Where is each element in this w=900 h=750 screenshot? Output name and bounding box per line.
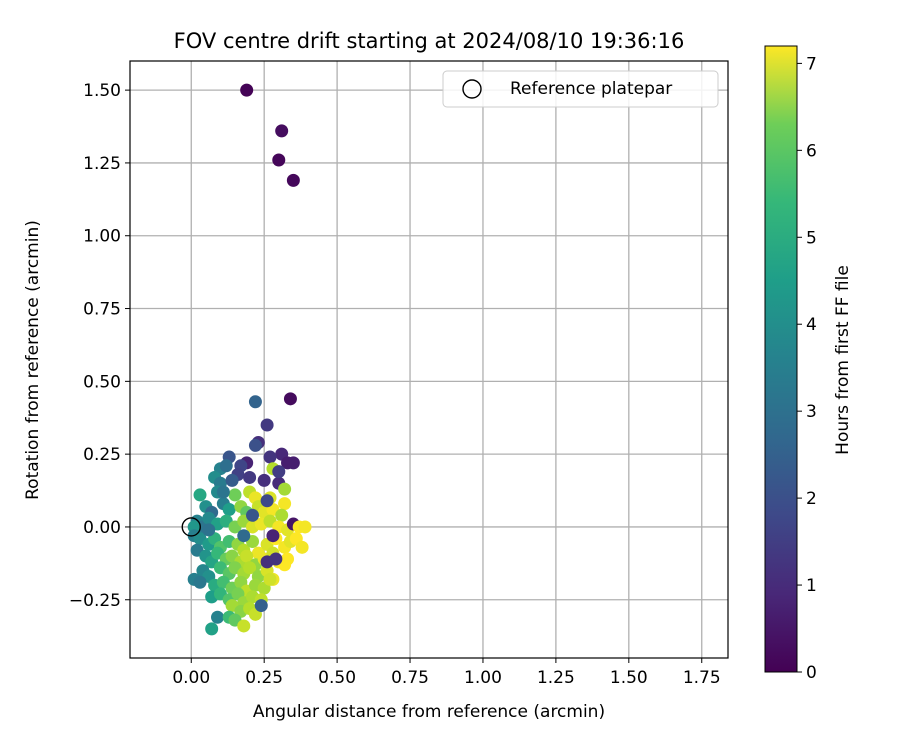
data-point — [225, 473, 239, 487]
data-point — [243, 561, 257, 575]
data-point — [272, 153, 286, 167]
data-point — [269, 552, 283, 566]
data-point — [202, 523, 216, 537]
x-axis-ticks: 0.00 0.25 0.50 0.75 1.00 1.25 1.50 1.75 — [172, 658, 721, 688]
legend-marker-icon — [462, 79, 482, 99]
data-point — [260, 494, 274, 508]
colorbar-tick-label: 4 — [806, 315, 817, 335]
colorbar: 0 1 2 3 4 5 6 7 Hours from first FF file — [764, 45, 853, 683]
x-tick-label: 1.50 — [610, 668, 648, 688]
y-axis-ticks: −0.25 0.00 0.25 0.50 0.75 1.00 1.25 1.50 — [69, 81, 130, 611]
x-tick-label: 0.25 — [245, 668, 283, 688]
legend-box — [442, 70, 719, 108]
colorbar-tick-label: 6 — [806, 141, 817, 161]
y-tick-label: 0.00 — [83, 518, 121, 538]
x-axis-label: Angular distance from reference (arcmin) — [253, 702, 605, 722]
y-tick-label: 1.00 — [83, 227, 121, 247]
data-point — [193, 575, 207, 589]
data-point — [283, 392, 297, 406]
data-point — [272, 465, 286, 479]
colorbar-label: Hours from first FF file — [833, 265, 853, 455]
colorbar-gradient — [764, 45, 798, 673]
x-tick-label: 0.50 — [318, 668, 356, 688]
data-point — [237, 619, 251, 633]
data-point — [257, 473, 271, 487]
data-point — [248, 395, 262, 409]
y-tick-label: 1.25 — [83, 154, 121, 174]
data-point — [275, 124, 289, 138]
x-tick-label: 0.00 — [172, 668, 210, 688]
x-tick-label: 1.25 — [537, 668, 575, 688]
data-point — [246, 508, 260, 522]
data-points — [187, 83, 312, 636]
legend: Reference platepar — [442, 70, 719, 108]
y-tick-label: 0.75 — [83, 300, 121, 320]
chart-title: FOV centre drift starting at 2024/08/10 … — [174, 29, 685, 53]
plot-frame — [129, 60, 729, 659]
data-point — [260, 418, 274, 432]
y-tick-label: 0.50 — [83, 372, 121, 392]
data-point — [237, 529, 251, 543]
data-point — [295, 540, 309, 554]
y-tick-label: 1.50 — [83, 81, 121, 101]
data-point — [275, 508, 289, 522]
data-point — [205, 622, 219, 636]
data-point — [240, 83, 254, 97]
data-point — [222, 502, 236, 516]
colorbar-ticks: 0 1 2 3 4 5 6 7 — [797, 54, 817, 683]
data-point — [254, 599, 268, 613]
reference-point — [181, 517, 201, 537]
x-tick-label: 1.00 — [464, 668, 502, 688]
legend-label: Reference platepar — [510, 79, 672, 99]
data-point — [248, 438, 262, 452]
data-point — [298, 520, 312, 534]
data-point — [286, 173, 300, 187]
data-point — [243, 470, 257, 484]
data-point — [278, 482, 292, 496]
data-point — [228, 488, 242, 502]
colorbar-tick-label: 3 — [806, 402, 817, 422]
colorbar-tick-label: 2 — [806, 489, 817, 509]
y-tick-label: −0.25 — [69, 591, 121, 611]
colorbar-tick-label: 1 — [806, 576, 817, 596]
data-point — [193, 488, 207, 502]
data-point — [211, 610, 225, 624]
data-point — [219, 459, 233, 473]
x-tick-label: 1.75 — [683, 668, 721, 688]
data-point — [263, 572, 277, 586]
colorbar-tick-label: 5 — [806, 228, 817, 248]
y-axis-label: Rotation from reference (arcmin) — [23, 220, 43, 500]
data-point — [286, 456, 300, 470]
data-point — [240, 549, 254, 563]
x-tick-label: 0.75 — [391, 668, 429, 688]
data-point — [263, 450, 277, 464]
colorbar-tick-label: 0 — [806, 663, 817, 683]
data-point — [216, 485, 230, 499]
data-point — [266, 529, 280, 543]
colorbar-tick-label: 7 — [806, 54, 817, 74]
data-point — [278, 497, 292, 511]
y-tick-label: 0.25 — [83, 445, 121, 465]
